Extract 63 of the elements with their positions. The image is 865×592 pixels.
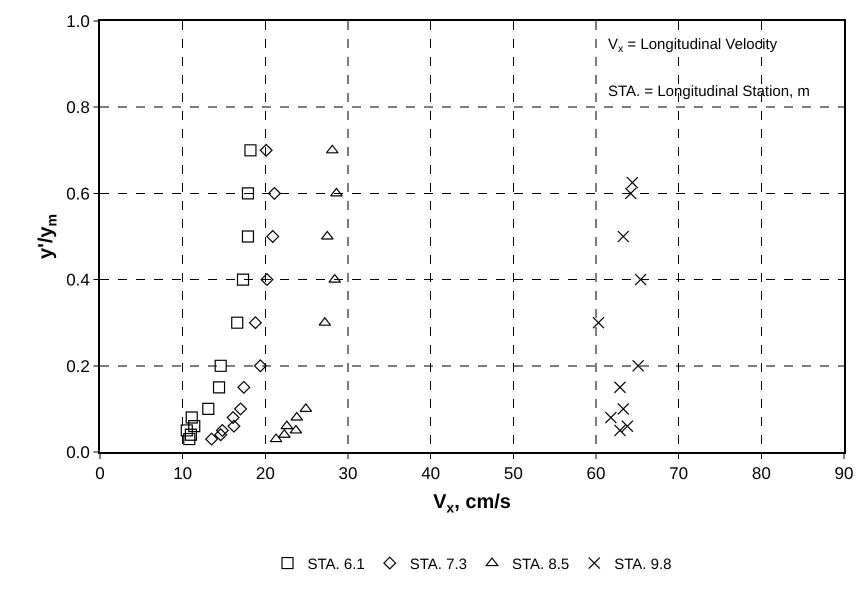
point xyxy=(604,411,617,424)
legend-label: STA. 6.1 xyxy=(308,556,365,573)
point xyxy=(202,402,214,415)
x-tick-label: 10 xyxy=(173,464,192,484)
point xyxy=(614,424,626,437)
point xyxy=(290,424,302,434)
y-tick-label: 0.6 xyxy=(66,184,90,204)
point xyxy=(242,187,254,200)
point xyxy=(180,424,193,437)
point xyxy=(188,420,200,432)
x-tick-label: 90 xyxy=(834,464,854,484)
point xyxy=(183,432,196,446)
point xyxy=(320,230,334,240)
point xyxy=(290,412,304,421)
x-tick-label: 50 xyxy=(504,464,523,484)
point xyxy=(592,316,605,329)
legend-label: STA. 8.5 xyxy=(512,556,570,573)
y-tick-label: 1.0 xyxy=(66,12,90,31)
point xyxy=(248,316,262,330)
point xyxy=(234,402,247,416)
point xyxy=(205,432,218,446)
point xyxy=(237,380,250,394)
point xyxy=(617,402,630,415)
y-tick-label: 0.2 xyxy=(66,356,90,376)
point xyxy=(214,428,228,442)
point xyxy=(632,360,644,372)
x-tick-label: 40 xyxy=(421,464,440,484)
point xyxy=(254,359,267,372)
point xyxy=(186,411,198,424)
point xyxy=(226,411,240,424)
point xyxy=(634,274,647,286)
y-tick-label: 0.0 xyxy=(66,442,90,462)
point xyxy=(242,230,254,243)
point xyxy=(244,144,257,156)
point xyxy=(184,428,198,441)
point xyxy=(260,273,274,286)
point xyxy=(270,433,282,442)
point xyxy=(266,230,280,243)
x-tick-label: 70 xyxy=(669,464,688,484)
x-tick-label: 60 xyxy=(586,464,606,484)
legend-label: STA. 7.3 xyxy=(410,556,467,573)
point xyxy=(626,176,638,189)
point xyxy=(614,381,626,394)
x-axis-title: V$_{x}$, cm/s xyxy=(433,491,511,516)
point xyxy=(227,420,240,433)
x-tick-label: 20 xyxy=(256,464,275,484)
point xyxy=(231,316,244,329)
y-tick-label: 0.4 xyxy=(66,270,90,290)
x-tick-label: 30 xyxy=(338,464,358,484)
x-tick-label: 80 xyxy=(752,464,771,484)
point xyxy=(268,186,281,200)
point xyxy=(212,381,226,394)
point xyxy=(214,360,227,372)
point xyxy=(624,187,637,200)
legend-label: STA. 9.8 xyxy=(614,556,672,573)
x-tick-label: 0 xyxy=(95,464,105,484)
annotation: STA. = Longitudinal Station, m xyxy=(608,83,810,100)
point xyxy=(216,424,229,437)
annotation: V$_{x}$ = Longitudinal Velocity xyxy=(608,36,778,56)
point xyxy=(260,144,273,157)
point xyxy=(236,274,250,286)
y-tick-label: 0.8 xyxy=(66,98,90,118)
point xyxy=(621,420,634,432)
